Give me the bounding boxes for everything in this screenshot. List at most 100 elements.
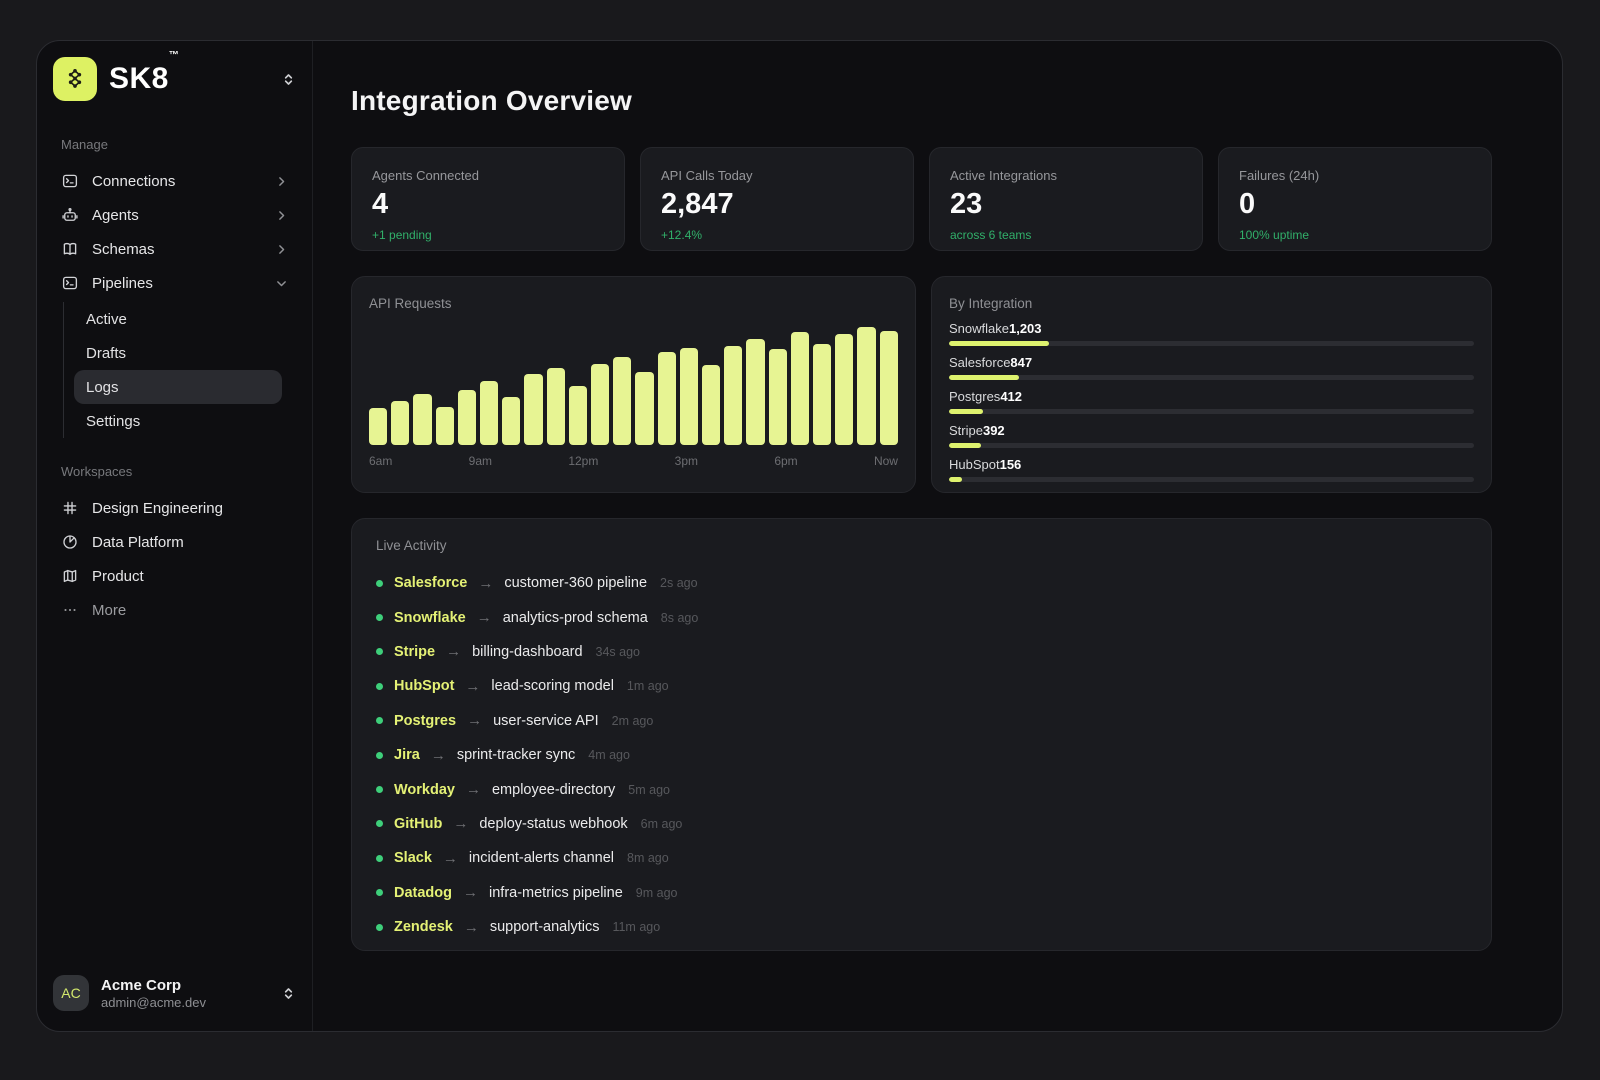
- status-dot: [376, 820, 383, 828]
- api-requests-bar: [524, 374, 543, 445]
- integration-row-salesforce: Salesforce 847: [949, 355, 1474, 380]
- chart-x-axis: 6am 9am 12pm 3pm 6pm Now: [369, 454, 898, 468]
- api-requests-bar: [635, 371, 654, 445]
- integration-value: 847: [1010, 355, 1033, 370]
- status-dot: [376, 717, 383, 725]
- org-unfold-icon[interactable]: [281, 72, 296, 87]
- sidebar-item-agents[interactable]: Agents: [53, 198, 296, 232]
- hash-icon: [61, 499, 79, 517]
- arrow-right-icon: →: [465, 781, 481, 799]
- x-tick: Now: [873, 454, 898, 468]
- api-requests-bar: [724, 345, 743, 445]
- pipelines-subnav: Active Drafts Logs Settings: [63, 302, 282, 438]
- sidebar-item-connections[interactable]: Connections: [53, 164, 296, 198]
- stat-subtext: 100% uptime: [1239, 228, 1310, 242]
- activity-time: 9m ago: [635, 885, 678, 900]
- x-tick: 12pm: [568, 454, 599, 468]
- activity-target: lead-scoring model: [491, 678, 614, 695]
- activity-target: analytics-prod schema: [502, 609, 648, 626]
- progress-fill: [949, 375, 1020, 380]
- progress-fill: [949, 443, 982, 448]
- progress-track: [949, 409, 1474, 414]
- arrow-right-icon: →: [453, 815, 469, 833]
- activity-time: 2m ago: [611, 713, 654, 728]
- activity-rows: Salesforce → customer-360 pipeline 2s ag…: [376, 566, 1467, 944]
- stat-value: 2,847: [661, 188, 734, 220]
- workspace-item-product[interactable]: Product: [53, 559, 296, 593]
- activity-time: 2s ago: [660, 576, 698, 591]
- api-requests-bar: [835, 334, 854, 445]
- arrow-right-icon: →: [442, 849, 458, 867]
- integration-name: Stripe: [949, 423, 983, 438]
- stat-card-failures: Failures (24h) 0 100% uptime: [1218, 147, 1492, 251]
- activity-source: Datadog: [394, 884, 452, 901]
- account-switcher[interactable]: AC Acme Corp admin@acme.dev: [53, 975, 296, 1011]
- integration-row-postgres: Postgres 412: [949, 389, 1474, 414]
- api-requests-bar: [679, 348, 699, 445]
- workspaces-section-label: Workspaces: [61, 464, 133, 479]
- avatar: AC: [53, 975, 89, 1011]
- activity-target: user-service API: [493, 712, 599, 729]
- workspace-label: More: [92, 601, 127, 619]
- ellipsis-icon: [61, 601, 79, 619]
- pie-chart-icon: [61, 533, 79, 551]
- sidebar-item-schemas[interactable]: Schemas: [53, 232, 296, 266]
- activity-row: GitHub → deploy-status webhook 6m ago: [376, 807, 1467, 841]
- activity-row: Jira → sprint-tracker sync 4m ago: [376, 738, 1467, 772]
- chevron-right-icon: [275, 243, 288, 256]
- status-dot: [376, 579, 383, 587]
- progress-track: [949, 477, 1474, 482]
- integration-name: Postgres: [949, 389, 1001, 404]
- status-dot: [376, 648, 383, 656]
- subnav-item-active[interactable]: Active: [86, 310, 127, 328]
- sk8-logo-icon: [53, 57, 97, 101]
- subnav-item-logs[interactable]: Logs: [74, 370, 282, 404]
- charts-row: API Requests 6am 9am 12pm 3pm 6pm Now By…: [351, 276, 1492, 493]
- subnav-item-drafts[interactable]: Drafts: [86, 344, 127, 362]
- activity-row: HubSpot → lead-scoring model 1m ago: [376, 669, 1467, 703]
- activity-source: Salesforce: [394, 575, 468, 592]
- arrow-right-icon: →: [430, 746, 446, 764]
- terminal-icon: [61, 172, 79, 190]
- workspace-item-design-engineering[interactable]: Design Engineering: [53, 491, 296, 525]
- stat-label: Agents Connected: [372, 168, 479, 183]
- map-icon: [61, 567, 79, 585]
- stat-card-api-calls: API Calls Today 2,847 +12.4%: [640, 147, 914, 251]
- activity-target: infra-metrics pipeline: [489, 884, 623, 901]
- api-requests-bar: [568, 386, 588, 445]
- status-dot: [376, 786, 383, 794]
- progress-fill: [949, 341, 1049, 346]
- chevron-right-icon: [275, 209, 288, 222]
- api-requests-bar: [857, 327, 876, 445]
- arrow-right-icon: →: [467, 712, 483, 730]
- api-requests-bar: [502, 396, 521, 445]
- org-switcher[interactable]: SK8™: [53, 50, 296, 101]
- page-title: Integration Overview: [351, 85, 632, 116]
- account-email: admin@acme.dev: [101, 994, 206, 1010]
- live-activity-panel: Live Activity Salesforce → customer-360 …: [351, 518, 1492, 951]
- sidebar-item-label: Agents: [92, 206, 139, 224]
- activity-source: Stripe: [394, 643, 436, 660]
- x-tick: 3pm: [674, 454, 698, 468]
- workspace-item-data-platform[interactable]: Data Platform: [53, 525, 296, 559]
- status-dot: [376, 682, 383, 690]
- arrow-right-icon: →: [465, 677, 481, 695]
- integration-value: 392: [982, 423, 1005, 438]
- api-requests-bar: [879, 330, 898, 445]
- app-window: SK8™ Manage Connections: [36, 40, 1563, 1032]
- activity-target: customer-360 pipeline: [504, 575, 648, 592]
- progress-fill: [949, 477, 963, 482]
- api-requests-bar: [702, 364, 721, 445]
- stat-value: 4: [372, 188, 389, 220]
- account-unfold-icon[interactable]: [281, 986, 296, 1001]
- stats-row: Agents Connected 4 +1 pending API Calls …: [351, 147, 1492, 251]
- api-requests-bar: [480, 381, 499, 445]
- integration-value: 156: [999, 457, 1022, 472]
- activity-target: support-analytics: [489, 919, 600, 936]
- sidebar-item-pipelines[interactable]: Pipelines: [53, 266, 296, 300]
- subnav-item-settings[interactable]: Settings: [86, 412, 141, 430]
- workspace-item-more[interactable]: More: [53, 593, 296, 627]
- robot-icon: [61, 206, 79, 224]
- activity-source: Jira: [394, 747, 420, 764]
- activity-source: Snowflake: [394, 609, 466, 626]
